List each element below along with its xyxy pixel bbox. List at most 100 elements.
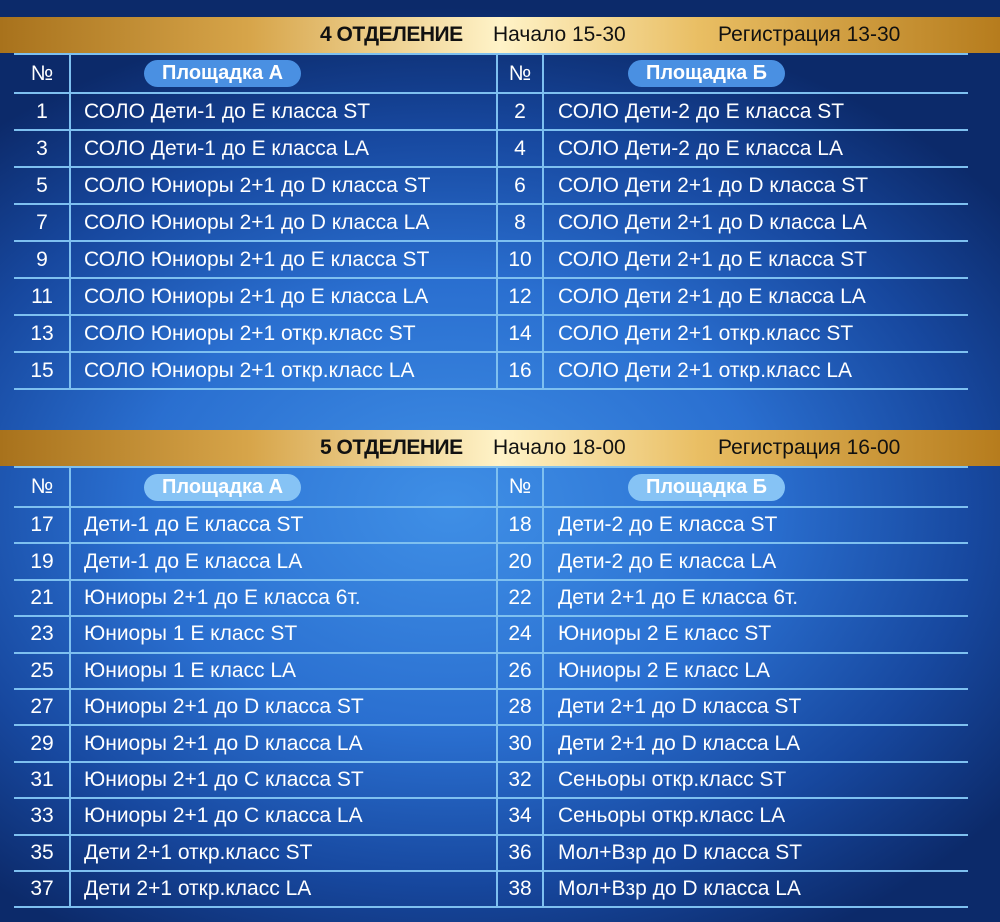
event-name-b: Дети-2 до Е класса LA xyxy=(558,549,777,573)
event-number-b: 4 xyxy=(514,136,526,160)
event-number-b: 10 xyxy=(508,247,532,271)
event-name-a: Юниоры 1 Е класс ST xyxy=(84,622,298,646)
table-row: 27 Юниоры 2+1 до D класса ST 28 Дети 2+1… xyxy=(14,690,968,727)
event-number-a: 27 xyxy=(30,695,54,719)
event-number-a: 11 xyxy=(31,284,53,308)
event-number-b: 8 xyxy=(514,210,526,234)
event-name-b: Дети 2+1 до Е класса 6т. xyxy=(558,585,799,609)
event-name-a: СОЛО Юниоры 2+1 до Е класса LA xyxy=(84,284,429,308)
table-row: 1 СОЛО Дети-1 до Е класса ST 2 СОЛО Дети… xyxy=(14,94,968,131)
table-row: 3 СОЛО Дети-1 до Е класса LA 4 СОЛО Дети… xyxy=(14,131,968,168)
event-number-b: 26 xyxy=(508,658,532,682)
event-number-b: 34 xyxy=(508,804,532,828)
event-number-b: 36 xyxy=(508,840,532,864)
event-number-a: 37 xyxy=(30,877,54,901)
event-number-a: 21 xyxy=(30,585,54,609)
event-number-a: 13 xyxy=(30,321,54,345)
table-row: 11 СОЛО Юниоры 2+1 до Е класса LA 12 СОЛ… xyxy=(14,279,968,316)
event-name-b: Мол+Взр до D класса LA xyxy=(558,877,801,901)
number-header: № xyxy=(508,61,532,85)
event-number-a: 9 xyxy=(36,247,48,271)
venue-a-label: Площадка А xyxy=(144,60,302,87)
table-row: 29 Юниоры 2+1 до D класса LA 30 Дети 2+1… xyxy=(14,726,968,763)
event-number-a: 35 xyxy=(30,840,54,864)
event-number-a: 3 xyxy=(36,136,48,160)
event-name-b: Дети 2+1 до D класса ST xyxy=(558,695,802,719)
event-number-b: 30 xyxy=(508,731,532,755)
section-header-band: 4 ОТДЕЛЕНИЕ Начало 15-30 Регистрация 13-… xyxy=(0,17,1000,53)
event-number-a: 15 xyxy=(30,358,54,382)
event-name-a: СОЛО Дети-1 до Е класса LA xyxy=(84,136,369,160)
event-name-b: СОЛО Дети 2+1 до Е класса LA xyxy=(558,284,866,308)
registration-time: Регистрация 16-00 xyxy=(718,436,901,459)
event-number-a: 19 xyxy=(30,549,54,573)
event-name-a: Дети-1 до Е класса LA xyxy=(84,549,303,573)
table-row: 25 Юниоры 1 Е класс LA 26 Юниоры 2 Е кла… xyxy=(14,654,968,690)
event-name-a: Дети 2+1 откр.класс ST xyxy=(84,840,313,864)
event-name-a: Юниоры 2+1 до Е класса 6т. xyxy=(84,585,361,609)
event-name-a: Юниоры 2+1 до С класса LA xyxy=(84,804,363,828)
number-header: № xyxy=(30,475,54,498)
event-name-a: Юниоры 2+1 до С класса ST xyxy=(84,767,364,791)
table-row: 9 СОЛО Юниоры 2+1 до Е класса ST 10 СОЛО… xyxy=(14,242,968,279)
event-number-b: 14 xyxy=(508,321,532,345)
event-name-a: СОЛО Дети-1 до Е класса ST xyxy=(84,99,371,123)
table-row: 33 Юниоры 2+1 до С класса LA 34 Сеньоры … xyxy=(14,799,968,836)
section-title: 5 ОТДЕЛЕНИЕ xyxy=(320,436,463,459)
event-name-b: СОЛО Дети-2 до Е класса ST xyxy=(558,99,845,123)
event-number-a: 7 xyxy=(36,210,48,234)
table-row: 35 Дети 2+1 откр.класс ST 36 Мол+Взр до … xyxy=(14,836,968,872)
table-row: 5 СОЛО Юниоры 2+1 до D класса ST 6 СОЛО … xyxy=(14,168,968,205)
table-row: 19 Дети-1 до Е класса LA 20 Дети-2 до Е … xyxy=(14,544,968,581)
venue-a-label: Площадка А xyxy=(144,473,302,501)
event-name-a: СОЛО Юниоры 2+1 до D класса ST xyxy=(84,173,431,197)
venue-b-label: Площадка Б xyxy=(628,473,786,501)
event-number-b: 20 xyxy=(508,549,532,573)
event-number-a: 29 xyxy=(30,731,54,755)
event-name-a: СОЛО Юниоры 2+1 до D класса LA xyxy=(84,210,430,234)
table-row: 31 Юниоры 2+1 до С класса ST 32 Сеньоры … xyxy=(14,763,968,800)
table-row: 21 Юниоры 2+1 до Е класса 6т. 22 Дети 2+… xyxy=(14,581,968,618)
number-header: № xyxy=(508,475,532,498)
event-name-b: СОЛО Дети 2+1 до D класса LA xyxy=(558,210,867,234)
table-header-row: № Площадка А № Площадка Б xyxy=(14,53,968,94)
event-name-a: Юниоры 1 Е класс LA xyxy=(84,658,297,682)
event-name-b: Мол+Взр до D класса ST xyxy=(558,840,803,864)
event-number-a: 25 xyxy=(30,658,54,682)
table-header-row: № Площадка А № Площадка Б xyxy=(14,466,968,508)
event-number-a: 31 xyxy=(30,767,54,791)
table-row: 15 СОЛО Юниоры 2+1 откр.класс LA 16 СОЛО… xyxy=(14,353,968,390)
schedule-table: № Площадка А № Площадка Б 17 Дети-1 до Е… xyxy=(14,466,968,909)
event-number-a: 33 xyxy=(30,804,54,828)
event-name-a: Дети-1 до Е класса ST xyxy=(84,513,304,537)
event-name-a: СОЛО Юниоры 2+1 до Е класса ST xyxy=(84,247,430,271)
event-number-b: 12 xyxy=(508,284,532,308)
table-row: 13 СОЛО Юниоры 2+1 откр.класс ST 14 СОЛО… xyxy=(14,316,968,353)
table-row: 7 СОЛО Юниоры 2+1 до D класса LA 8 СОЛО … xyxy=(14,205,968,242)
event-number-b: 38 xyxy=(508,877,532,901)
schedule-table: № Площадка А № Площадка Б 1 СОЛО Дети-1 … xyxy=(14,53,968,390)
event-number-b: 32 xyxy=(508,767,532,791)
event-name-b: Сеньоры откр.класс ST xyxy=(558,767,787,791)
event-name-b: Дети 2+1 до D класса LA xyxy=(558,731,801,755)
table-row: 37 Дети 2+1 откр.класс LA 38 Мол+Взр до … xyxy=(14,872,968,909)
event-number-b: 18 xyxy=(508,513,532,537)
registration-time: Регистрация 13-30 xyxy=(718,23,901,46)
event-number-a: 23 xyxy=(30,622,54,646)
table-row: 17 Дети-1 до Е класса ST 18 Дети-2 до Е … xyxy=(14,508,968,545)
event-name-a: СОЛО Юниоры 2+1 откр.класс LA xyxy=(84,358,415,382)
venue-b-label: Площадка Б xyxy=(628,60,786,87)
event-name-a: Юниоры 2+1 до D класса LA xyxy=(84,731,363,755)
event-name-b: Юниоры 2 Е класс LA xyxy=(558,658,771,682)
event-name-b: СОЛО Дети 2+1 до D класса ST xyxy=(558,173,869,197)
event-name-b: СОЛО Дети 2+1 откр.класс ST xyxy=(558,321,854,345)
event-name-b: Дети-2 до Е класса ST xyxy=(558,513,778,537)
event-number-a: 1 xyxy=(36,99,48,123)
event-number-b: 6 xyxy=(514,173,526,197)
event-number-a: 5 xyxy=(36,173,48,197)
event-name-b: СОЛО Дети 2+1 до Е класса ST xyxy=(558,247,867,271)
start-time: Начало 18-00 xyxy=(493,436,626,459)
start-time: Начало 15-30 xyxy=(493,23,626,46)
event-name-b: СОЛО Дети 2+1 откр.класс LA xyxy=(558,358,853,382)
section-title: 4 ОТДЕЛЕНИЕ xyxy=(320,23,463,46)
